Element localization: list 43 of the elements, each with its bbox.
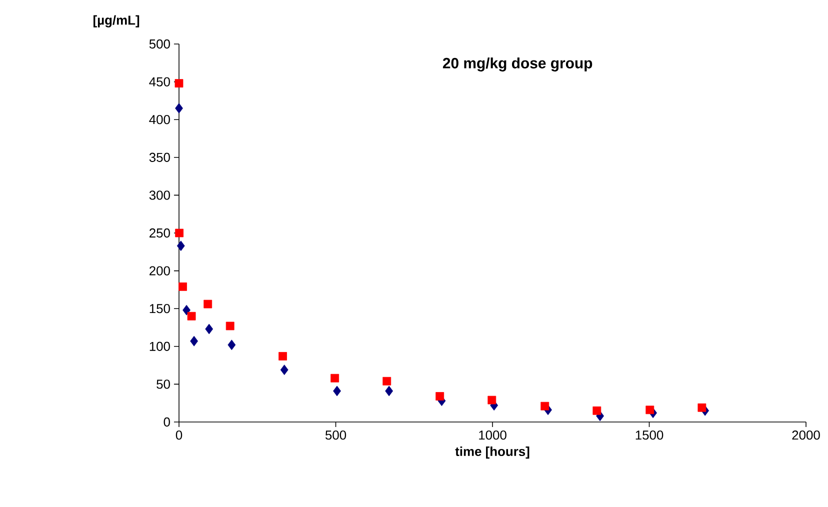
y-tick-label: 50: [156, 380, 170, 389]
text: 20 mg/kg dose group: [442, 57, 592, 72]
x-tick-label: 1500: [636, 430, 664, 440]
point: [190, 336, 198, 346]
point: [174, 79, 184, 88]
x-tick-label: 1000: [479, 430, 506, 440]
y-tick-label: 350: [149, 152, 170, 162]
point: [278, 352, 287, 360]
point: [698, 403, 706, 412]
y-tick-label: 450: [149, 77, 170, 86]
y-tick-label: 250: [150, 228, 170, 238]
point: [333, 386, 341, 396]
y-tick-label: 300: [149, 190, 170, 200]
y-tick-label: 500: [149, 39, 170, 49]
x-tick-label: 2000: [792, 430, 820, 440]
point: [646, 406, 654, 414]
point: [540, 402, 550, 410]
y-tick-label: 150: [150, 304, 170, 314]
point: [178, 282, 187, 291]
point: [204, 300, 212, 308]
y-axis-title: [µg/mL]: [94, 15, 140, 28]
point: [205, 324, 214, 334]
point: [175, 103, 183, 114]
x-tick-label: 0: [176, 430, 182, 440]
point: [488, 396, 496, 404]
x-axis-title: time [hours]: [455, 446, 530, 459]
y-tick-label: 0: [164, 417, 170, 427]
point: [228, 340, 236, 350]
point: [436, 392, 444, 400]
point: [176, 240, 185, 252]
point: [226, 322, 234, 330]
y-tick-label: 400: [149, 115, 170, 124]
point: [182, 304, 190, 316]
y-tick-label: 200: [150, 266, 170, 276]
point: [592, 406, 602, 415]
point: [382, 376, 392, 386]
y-tick-label: 100: [150, 342, 170, 351]
point: [187, 312, 196, 320]
point: [330, 374, 340, 382]
x-tick-label: 500: [325, 430, 346, 440]
point: [385, 386, 393, 396]
point: [280, 364, 288, 376]
point: [175, 228, 184, 238]
